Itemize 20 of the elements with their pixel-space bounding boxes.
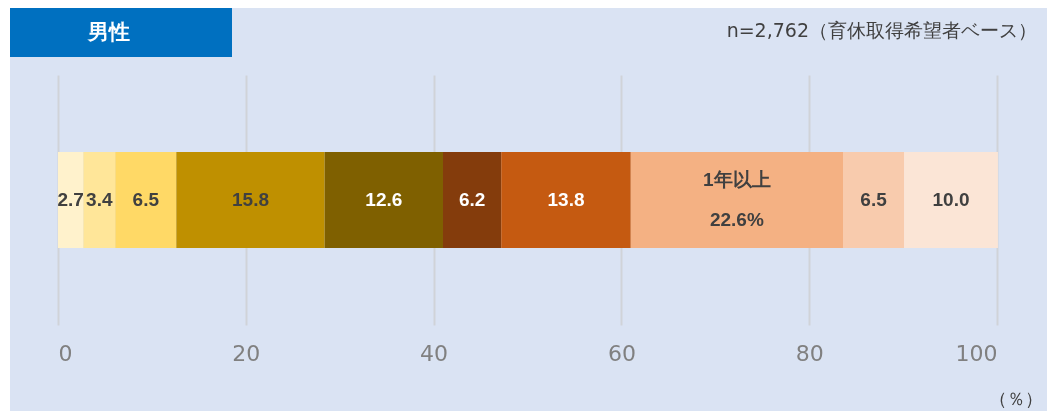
data-label: 2.7	[57, 189, 84, 210]
data-label: 6.5	[132, 189, 160, 210]
data-label: 22.6%	[709, 209, 764, 230]
x-tick-label: 0	[58, 340, 73, 366]
x-tick-label: 100	[955, 340, 998, 366]
data-label: 3.4	[86, 189, 113, 210]
chart-title: 男性	[10, 8, 232, 57]
x-tick-label: 60	[607, 340, 636, 366]
x-tick-label: 20	[232, 340, 261, 366]
x-tick-label: 80	[795, 340, 824, 366]
x-axis-title: （％）	[989, 387, 1043, 411]
chart-subtitle: n=2,762（育休取得希望者ベース）	[726, 18, 1037, 43]
data-label: 6.5	[860, 189, 888, 210]
annotation: 1年以上	[703, 169, 771, 190]
data-label: 13.8	[547, 189, 585, 210]
data-label: 6.2	[458, 189, 486, 210]
data-label: 12.6	[365, 189, 403, 210]
data-label: 15.8	[232, 189, 269, 210]
x-tick-label: 40	[420, 340, 449, 366]
data-label: 10.0	[932, 189, 970, 210]
